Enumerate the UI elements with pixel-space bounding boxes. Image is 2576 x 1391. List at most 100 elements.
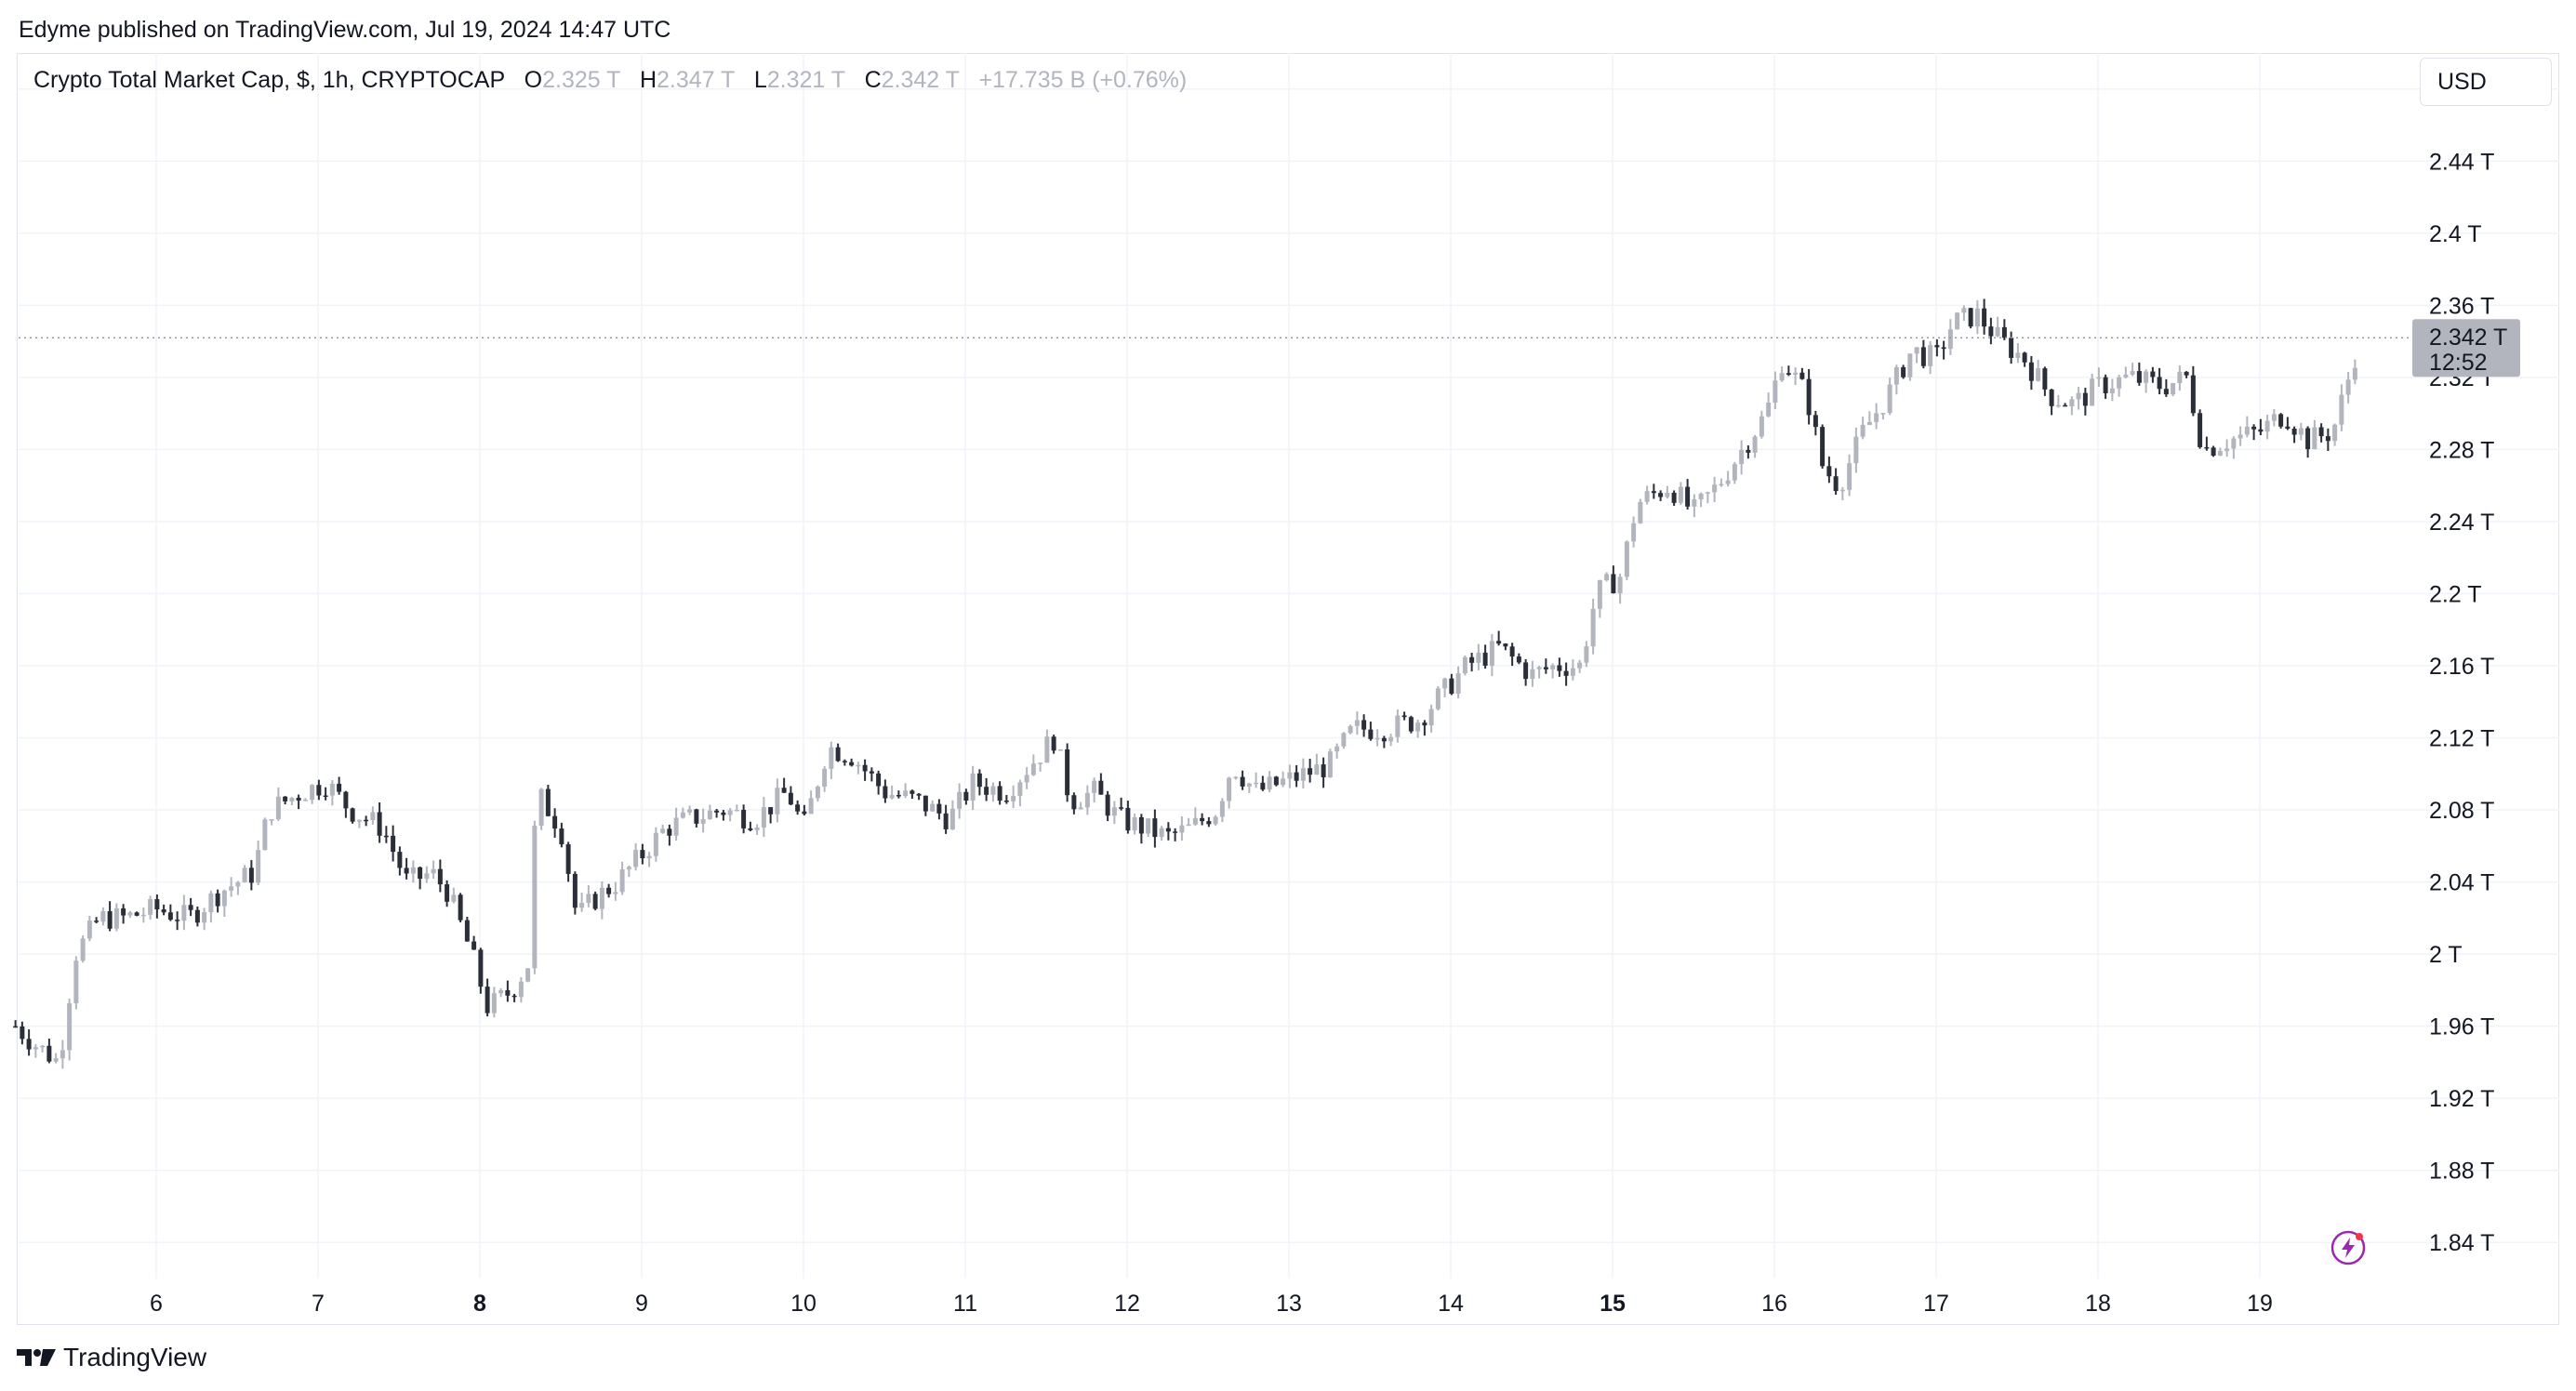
candle-body	[296, 797, 301, 801]
time-tick-label: 12	[1114, 1291, 1140, 1317]
price-tick-label: 2.44 T	[2429, 149, 2494, 175]
candle-body	[269, 819, 274, 821]
candle-body	[1482, 652, 1488, 666]
candle-body	[1314, 764, 1320, 775]
candle-body	[1030, 763, 1036, 775]
candle-body	[1146, 818, 1151, 834]
candle-body	[599, 887, 604, 909]
candle-body	[364, 819, 369, 822]
open-value: 2.325 T	[542, 67, 620, 93]
candle-body	[478, 949, 484, 987]
candle-body	[2117, 377, 2122, 389]
candle-body	[1098, 780, 1104, 795]
candle-body	[2305, 428, 2311, 450]
candle-body	[2278, 414, 2284, 427]
low-key: L	[753, 67, 767, 93]
candle-body	[1705, 492, 1710, 494]
symbol-title[interactable]: Crypto Total Market Cap, $, 1h, CRYPTOCA…	[33, 67, 505, 93]
candle-body	[896, 795, 901, 797]
candle-body	[2352, 367, 2357, 380]
lightning-bolt-icon[interactable]	[2330, 1229, 2367, 1266]
candle-body	[1200, 817, 1205, 822]
candle-body	[748, 828, 753, 830]
candle-body	[700, 819, 706, 824]
candle-body	[451, 894, 457, 902]
candle-body	[1631, 523, 1637, 542]
price-tick-label: 2.12 T	[2429, 726, 2494, 752]
candle-body	[943, 813, 949, 829]
time-tick-label: 11	[953, 1291, 977, 1317]
candle-body	[1806, 378, 1812, 416]
candle-body	[1557, 665, 1562, 671]
candle-body	[161, 909, 166, 913]
candle-body	[26, 1039, 32, 1050]
candle-body	[175, 920, 180, 921]
candle-body	[383, 835, 389, 838]
candle-body	[1300, 768, 1306, 781]
currency-button[interactable]: USD	[2420, 58, 2552, 106]
price-tick-label: 2.04 T	[2429, 870, 2494, 896]
candle-body	[1374, 737, 1380, 740]
candle-body	[1179, 825, 1185, 833]
candle-body	[248, 868, 254, 883]
candle-body	[1469, 656, 1475, 663]
candle-body	[2318, 427, 2324, 437]
candle-body	[1665, 492, 1670, 497]
candle-body	[2312, 427, 2317, 450]
candle-body	[1401, 715, 1407, 718]
close-key: C	[864, 67, 882, 93]
candle-body	[1901, 366, 1906, 378]
candle-body	[626, 867, 631, 869]
candle-body	[1449, 678, 1454, 695]
time-tick-label: 8	[473, 1291, 486, 1317]
candle-body	[121, 907, 126, 916]
candle-body	[1111, 807, 1117, 816]
candle-body	[1038, 762, 1043, 764]
candle-body	[1866, 421, 1872, 425]
candle-body	[640, 850, 645, 859]
candle-body	[2082, 392, 2088, 406]
candle-body	[1597, 579, 1602, 609]
symbol-legend[interactable]: Crypto Total Market Cap, $, 1h, CRYPTOCA…	[33, 67, 1187, 94]
tradingview-logo[interactable]: TradingView	[17, 1343, 206, 1372]
time-tick-label: 10	[790, 1291, 817, 1317]
candle-body	[1388, 736, 1394, 742]
candle-body	[1725, 480, 1731, 484]
candle-body	[1793, 372, 1799, 375]
candle-body	[2130, 371, 2135, 375]
candle-body	[1024, 775, 1029, 783]
candle-body	[1982, 308, 1987, 327]
candle-body	[936, 803, 942, 814]
candle-body	[2198, 413, 2203, 447]
candle-body	[13, 1026, 19, 1028]
candle-body	[1213, 816, 1218, 825]
candle-body	[1476, 652, 1481, 663]
candle-body	[229, 886, 234, 891]
candle-body	[194, 909, 200, 923]
last-price-tag: 2.342 T 12:52	[2412, 319, 2520, 378]
candle-body	[1509, 646, 1515, 657]
candle-body	[565, 844, 571, 874]
candle-body	[1651, 491, 1656, 494]
candle-body	[397, 852, 403, 868]
candle-body	[2136, 371, 2142, 383]
price-tick-label: 2.16 T	[2429, 654, 2494, 680]
candle-body	[1227, 777, 1232, 801]
candle-body	[923, 795, 928, 812]
candle-body	[1692, 499, 1697, 507]
candle-body	[1246, 783, 1252, 787]
price-tick-label: 2.4 T	[2429, 221, 2482, 247]
candle-body	[1853, 436, 1859, 464]
candle-body	[437, 868, 443, 885]
candle-body	[1874, 413, 1879, 422]
candle-body	[262, 819, 268, 851]
candle-body	[215, 893, 220, 907]
candle-body	[1739, 449, 1745, 465]
candle-body	[1570, 668, 1575, 676]
candle-body	[1773, 380, 1778, 404]
candle-body	[768, 807, 774, 815]
candle-body	[2123, 374, 2129, 378]
candle-body	[2163, 389, 2169, 395]
candle-body	[154, 899, 160, 910]
